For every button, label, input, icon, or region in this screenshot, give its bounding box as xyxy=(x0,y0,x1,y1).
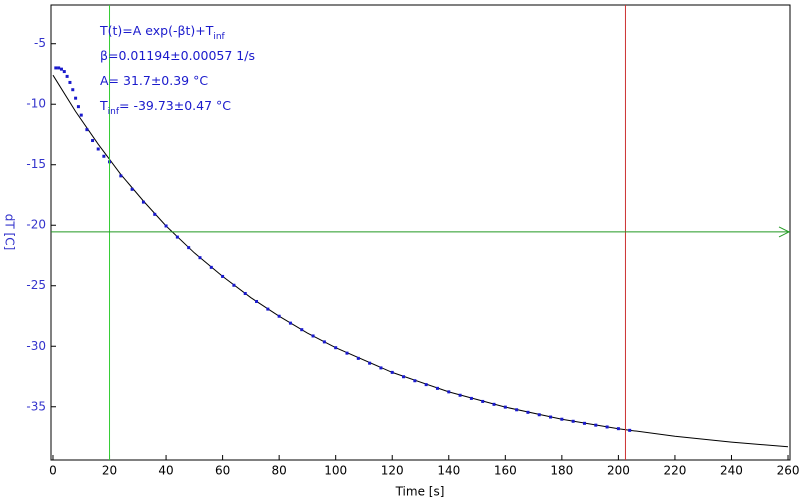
x-tick-label: 0 xyxy=(49,464,57,478)
x-axis-label: Time [s] xyxy=(395,485,445,499)
data-point xyxy=(549,415,553,419)
x-tick-label: 140 xyxy=(437,464,460,478)
y-tick-label: -10 xyxy=(26,97,46,111)
data-point xyxy=(79,113,83,117)
y-tick-label: -20 xyxy=(26,218,46,232)
data-point xyxy=(503,405,507,409)
data-point xyxy=(130,187,134,191)
annotation-text: T(t)=A exp(-βt)+T xyxy=(99,23,214,38)
data-point xyxy=(71,88,75,92)
x-tick-label: 20 xyxy=(102,464,117,478)
data-point xyxy=(526,410,530,414)
data-point xyxy=(57,66,61,70)
data-point xyxy=(119,174,123,178)
x-tick-label: 60 xyxy=(215,464,230,478)
data-point xyxy=(311,334,315,338)
data-point xyxy=(616,427,620,431)
data-point xyxy=(300,328,304,332)
data-point xyxy=(198,256,202,260)
data-point xyxy=(153,212,157,216)
data-point xyxy=(54,66,58,70)
y-tick-label: -30 xyxy=(26,339,46,353)
annotation-text: A= 31.7±0.39 °C xyxy=(100,73,208,88)
x-tick-label: 40 xyxy=(158,464,173,478)
annotation: β=0.01194±0.00057 1/s xyxy=(100,48,255,63)
data-point xyxy=(322,340,326,344)
data-point xyxy=(594,423,598,427)
data-point xyxy=(582,421,586,425)
annotation-text: β=0.01194±0.00057 1/s xyxy=(100,48,255,63)
data-point xyxy=(345,351,349,355)
annotation-subscript: inf xyxy=(108,107,120,117)
data-point xyxy=(266,307,270,311)
data-point xyxy=(435,386,439,390)
y-tick-label: -25 xyxy=(26,278,46,292)
data-point xyxy=(96,147,100,151)
annotation-text: = -39.73±0.47 °C xyxy=(119,98,231,113)
data-point xyxy=(209,265,213,269)
data-point xyxy=(59,67,63,71)
data-point xyxy=(288,321,292,325)
x-tick-label: 100 xyxy=(324,464,347,478)
data-point xyxy=(481,399,485,403)
data-point xyxy=(424,383,428,387)
data-point xyxy=(605,425,609,429)
data-point xyxy=(356,356,360,360)
fit-line xyxy=(52,74,789,448)
data-point xyxy=(628,428,632,432)
data-point xyxy=(141,200,145,204)
x-tick-label: 260 xyxy=(777,464,800,478)
data-point xyxy=(243,291,247,295)
data-point xyxy=(62,70,66,74)
data-point xyxy=(187,246,191,250)
x-tick-label: 160 xyxy=(494,464,517,478)
y-axis-label: dT [C] xyxy=(3,214,17,251)
data-point xyxy=(255,299,259,303)
data-point xyxy=(537,413,541,417)
data-point xyxy=(458,393,462,397)
y-tick-label: -35 xyxy=(26,399,46,413)
data-point xyxy=(390,370,394,374)
annotation: T(t)=A exp(-βt)+Tinf xyxy=(99,23,226,42)
data-point xyxy=(413,379,417,383)
data-point xyxy=(221,274,225,278)
data-point xyxy=(334,346,338,350)
annotation-text: T xyxy=(99,98,108,113)
data-point xyxy=(91,139,95,143)
data-point xyxy=(68,80,72,84)
data-point xyxy=(65,74,69,78)
data-point xyxy=(560,417,564,421)
y-tick-label: -5 xyxy=(34,36,46,50)
x-tick-label: 200 xyxy=(607,464,630,478)
data-point xyxy=(492,402,496,406)
data-point xyxy=(85,128,89,132)
data-point xyxy=(277,314,281,318)
data-point xyxy=(102,154,106,158)
data-point xyxy=(469,396,473,400)
data-point xyxy=(402,375,406,379)
data-point xyxy=(379,366,383,370)
x-tick-label: 180 xyxy=(550,464,573,478)
data-point xyxy=(368,361,372,365)
x-tick-label: 120 xyxy=(381,464,404,478)
data-point xyxy=(74,96,78,100)
y-tick-label: -15 xyxy=(26,157,46,171)
annotation: A= 31.7±0.39 °C xyxy=(100,73,208,88)
x-tick-label: 220 xyxy=(663,464,686,478)
plot-frame xyxy=(50,4,791,461)
cursor-arrow xyxy=(778,226,791,238)
x-tick-label: 240 xyxy=(720,464,743,478)
data-point xyxy=(571,419,575,423)
data-point xyxy=(447,390,451,394)
data-point xyxy=(164,224,168,228)
annotation: Tinf= -39.73±0.47 °C xyxy=(99,98,231,117)
data-point xyxy=(515,408,519,412)
data-point xyxy=(232,283,236,287)
data-point xyxy=(76,105,80,109)
x-tick-label: 80 xyxy=(272,464,287,478)
annotation-subscript: inf xyxy=(213,32,225,42)
data-point xyxy=(175,235,179,239)
